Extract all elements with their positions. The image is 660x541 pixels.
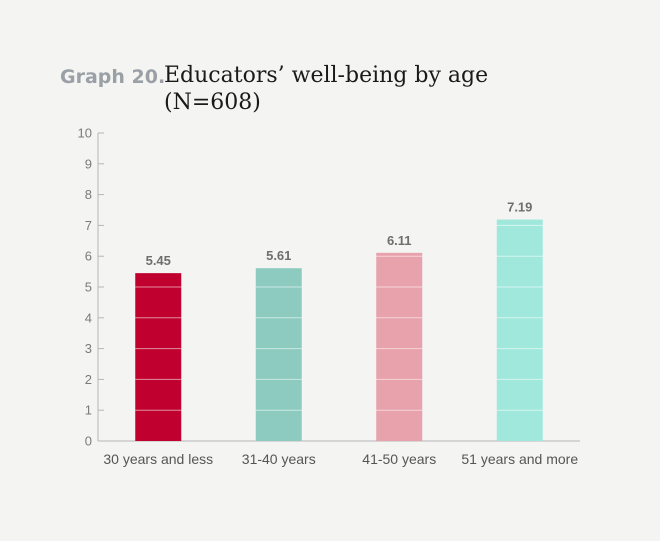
data-label: 5.45: [146, 253, 171, 268]
data-label: 5.61: [266, 248, 291, 263]
x-tick-label: 31-40 years: [242, 451, 316, 467]
bar: [135, 273, 182, 441]
y-tick-label: 3: [85, 341, 92, 356]
y-tick-label: 10: [78, 126, 92, 141]
chart-subtitle: (N=608): [164, 90, 261, 115]
y-tick-label: 1: [85, 403, 92, 418]
bar: [496, 219, 543, 441]
bar: [376, 252, 423, 441]
y-tick-label: 8: [85, 187, 92, 202]
x-tick-label: 51 years and more: [461, 451, 578, 467]
data-label: 7.19: [507, 200, 532, 215]
y-tick-label: 5: [85, 280, 92, 295]
chart-title: Educators’ well-being by age (N=608): [164, 62, 584, 116]
y-tick-label: 4: [85, 310, 92, 325]
y-tick-label: 6: [85, 249, 92, 264]
x-tick-label: 30 years and less: [103, 451, 213, 467]
bar: [255, 268, 302, 441]
y-tick-label: 9: [85, 156, 92, 171]
data-label: 6.11: [387, 233, 412, 248]
y-tick-label: 0: [85, 434, 92, 449]
graph-number-label: Graph 20.: [60, 66, 166, 88]
chart-title-line1: Educators’ well-being by age: [164, 63, 489, 88]
y-tick-label: 2: [85, 372, 92, 387]
y-tick-label: 7: [85, 218, 92, 233]
x-tick-label: 41-50 years: [362, 451, 436, 467]
